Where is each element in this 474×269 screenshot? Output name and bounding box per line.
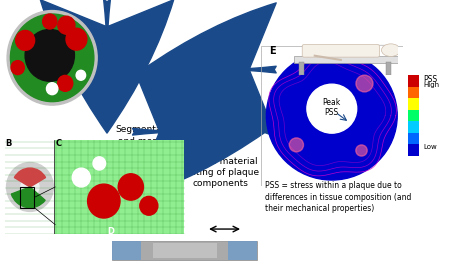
Text: PSS = stress within a plaque due to
differences in tissue composition (and
their: PSS = stress within a plaque due to diff…	[265, 181, 411, 213]
Bar	[112, 241, 141, 260]
Bar	[20, 187, 35, 208]
Bar	[191, 51, 236, 70]
Bar	[408, 75, 419, 87]
Circle shape	[21, 178, 39, 196]
Text: E: E	[269, 46, 276, 56]
Circle shape	[58, 75, 73, 91]
Text: D: D	[108, 227, 115, 236]
Circle shape	[356, 145, 367, 156]
Circle shape	[43, 14, 57, 29]
Bar	[408, 110, 419, 121]
Circle shape	[66, 28, 87, 50]
Text: C: C	[56, 139, 62, 147]
Text: Peak
PSS: Peak PSS	[323, 98, 341, 117]
Circle shape	[140, 196, 158, 215]
Circle shape	[307, 84, 357, 133]
Circle shape	[88, 184, 120, 218]
Circle shape	[356, 75, 373, 92]
Circle shape	[382, 44, 400, 56]
Wedge shape	[14, 168, 46, 187]
Circle shape	[7, 162, 54, 211]
Bar	[228, 241, 257, 260]
Text: VH-IVUS: VH-IVUS	[193, 38, 234, 48]
Circle shape	[46, 83, 58, 95]
Circle shape	[76, 70, 86, 80]
Bar	[153, 243, 217, 258]
Text: Low: Low	[423, 144, 437, 150]
Bar	[55, 140, 184, 234]
FancyBboxPatch shape	[374, 45, 394, 56]
FancyBboxPatch shape	[302, 45, 379, 57]
Circle shape	[11, 61, 24, 75]
Bar	[386, 62, 391, 75]
Bar	[112, 241, 257, 260]
Circle shape	[7, 10, 97, 105]
Circle shape	[16, 30, 35, 50]
Text: A: A	[9, 16, 17, 26]
Circle shape	[289, 138, 303, 152]
Bar	[294, 56, 398, 63]
Wedge shape	[11, 187, 45, 208]
Bar	[408, 133, 419, 144]
Circle shape	[58, 16, 75, 34]
Bar	[408, 121, 419, 133]
Text: B: B	[6, 139, 12, 147]
Circle shape	[10, 14, 94, 102]
Bar	[408, 87, 419, 98]
Text: Segmentation
and meshing: Segmentation and meshing	[116, 125, 179, 146]
Text: High: High	[423, 82, 439, 88]
Text: Ex vivo material
testing of plaque
components: Ex vivo material testing of plaque compo…	[182, 157, 259, 188]
Circle shape	[118, 174, 144, 200]
Bar	[299, 62, 304, 75]
Circle shape	[72, 168, 90, 187]
Bar	[408, 98, 419, 110]
Text: Finite element
analysis: Finite element analysis	[188, 121, 254, 141]
Text: PSS: PSS	[423, 75, 437, 84]
Circle shape	[266, 51, 397, 180]
Bar	[408, 144, 419, 156]
Circle shape	[25, 30, 74, 81]
Circle shape	[93, 157, 106, 170]
